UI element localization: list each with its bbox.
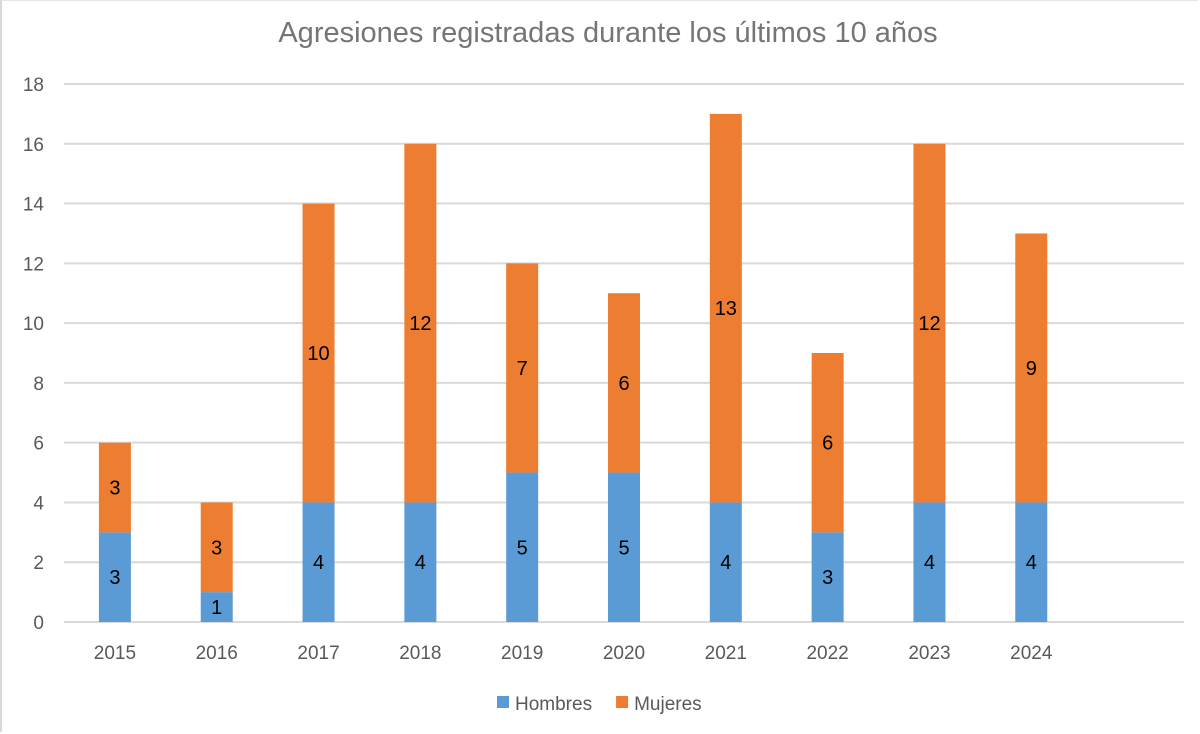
- x-tick-label: 2024: [1010, 643, 1053, 664]
- bar-hombres-2017: [302, 502, 335, 622]
- bar-stack-2019: 57: [506, 263, 539, 622]
- data-label-mujeres-2015: 3: [109, 478, 120, 500]
- bar-mujeres-2017: [302, 203, 335, 503]
- bar-hombres-2018: [404, 502, 437, 622]
- data-label-mujeres-2021: 13: [715, 298, 737, 320]
- data-label-hombres-2020: 5: [618, 537, 629, 559]
- data-label-hombres-2024: 4: [1026, 552, 1037, 574]
- bar-hombres-2024: [1015, 502, 1048, 622]
- data-label-hombres-2019: 5: [517, 537, 528, 559]
- bar-mujeres-2020: [608, 293, 640, 473]
- legend-swatch: [616, 696, 629, 708]
- bar-hombres-2019: [506, 472, 539, 622]
- data-label-hombres-2015: 3: [109, 567, 120, 589]
- y-tick-label: 0: [33, 613, 44, 634]
- x-tick-label: 2023: [908, 643, 950, 664]
- bar-hombres-2023: [913, 502, 946, 622]
- data-label-hombres-2023: 4: [924, 552, 935, 574]
- data-label-hombres-2017: 4: [313, 552, 324, 574]
- bar-stack-2022: 36: [811, 353, 844, 622]
- bar-mujeres-2016: [200, 502, 233, 593]
- bar-stack-2018: 4 12: [404, 143, 437, 622]
- bar-stack-2015: 33: [98, 442, 131, 622]
- data-label-mujeres-2018: 12: [409, 313, 431, 335]
- x-tick-label: 2018: [399, 643, 441, 664]
- x-tick-label: 2015: [94, 643, 136, 664]
- y-tick-label: 2: [33, 553, 44, 574]
- bar-mujeres-2022: [811, 353, 844, 533]
- data-label-mujeres-2019: 7: [517, 358, 528, 380]
- bar-mujeres-2019: [506, 263, 539, 473]
- x-tick-label: 2020: [603, 643, 645, 664]
- chart-title: Agresiones registradas durante los últim…: [278, 17, 937, 49]
- bar-hombres-2015: [98, 532, 131, 622]
- bar-hombres-2022: [811, 532, 844, 622]
- data-label-hombres-2018: 4: [415, 552, 426, 574]
- data-label-hombres-2016: 1: [211, 597, 222, 619]
- bar-mujeres-2021: [709, 113, 742, 503]
- legend-label: Mujeres: [634, 694, 702, 715]
- bar-hombres-2016: [200, 592, 233, 622]
- x-tick-label: 2021: [705, 643, 747, 664]
- y-axis-ticks: 0 2 4 6 8 10 12 14 16 18: [23, 75, 45, 634]
- data-label-mujeres-2017: 10: [307, 343, 329, 365]
- bar-stack-2021: 4 13: [709, 113, 742, 622]
- x-tick-label: 2017: [297, 643, 339, 664]
- x-tick-label: 2019: [501, 643, 543, 664]
- data-label-mujeres-2022: 6: [822, 433, 833, 455]
- legend-swatch: [497, 696, 509, 708]
- y-tick-label: 10: [23, 314, 44, 335]
- bar-stack-2023: 4 12: [913, 143, 946, 622]
- y-tick-label: 6: [33, 434, 44, 455]
- data-label-hombres-2021: 4: [720, 552, 731, 574]
- bar-mujeres-2023: [913, 143, 946, 503]
- data-label-mujeres-2023: 12: [918, 313, 940, 335]
- bar-stack-2017: 4 10: [302, 203, 335, 622]
- y-tick-label: 14: [23, 195, 45, 216]
- bar-stack-2020: 56: [608, 293, 640, 622]
- y-tick-label: 18: [23, 75, 44, 96]
- legend-item-mujeres: Mujeres: [616, 694, 702, 715]
- data-label-hombres-2022: 3: [822, 567, 833, 589]
- bar-mujeres-2015: [98, 442, 131, 533]
- legend-item-hombres: Hombres: [497, 694, 592, 715]
- y-tick-label: 12: [23, 254, 44, 275]
- legend-label: Hombres: [515, 694, 592, 715]
- legend: Hombres Mujeres: [497, 694, 702, 715]
- x-tick-label: 2022: [806, 643, 848, 664]
- bar-hombres-2020: [608, 472, 640, 622]
- bar-mujeres-2018: [404, 143, 437, 503]
- x-tick-label: 2016: [196, 643, 238, 664]
- data-label-mujeres-2020: 6: [618, 373, 629, 395]
- y-tick-label: 4: [33, 493, 44, 514]
- y-tick-label: 16: [23, 135, 44, 156]
- bar-stack-2016: 13: [200, 502, 233, 622]
- x-axis-ticks: 2015 2016 2017 2018 2019 2020 2021 2022 2023 2024: [94, 643, 1053, 664]
- y-tick-label: 8: [33, 374, 44, 395]
- bar-stack-2024: 49: [1015, 233, 1048, 622]
- bar-hombres-2021: [709, 502, 742, 622]
- data-label-mujeres-2016: 3: [211, 537, 222, 559]
- bar-mujeres-2024: [1015, 233, 1048, 503]
- data-label-mujeres-2024: 9: [1026, 358, 1037, 380]
